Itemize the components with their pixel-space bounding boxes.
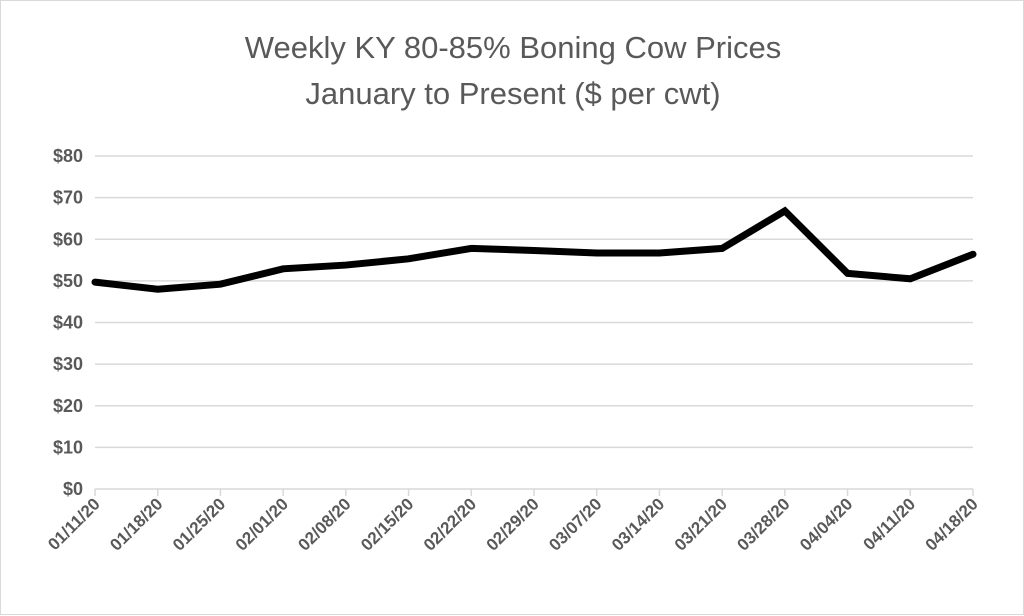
series-line bbox=[95, 211, 973, 289]
y-tick-label: $40 bbox=[53, 313, 83, 333]
x-tick-label: 03/07/20 bbox=[545, 494, 605, 554]
x-tick-label: 01/25/20 bbox=[169, 494, 229, 554]
x-tick-label: 03/21/20 bbox=[671, 494, 731, 554]
x-tick-label: 03/28/20 bbox=[733, 494, 793, 554]
x-tick-label: 04/04/20 bbox=[796, 494, 856, 554]
x-tick-label: 02/01/20 bbox=[232, 494, 292, 554]
x-tick-label: 04/18/20 bbox=[922, 494, 982, 554]
y-tick-label: $50 bbox=[53, 271, 83, 291]
x-tick-label: 01/18/20 bbox=[106, 494, 166, 554]
x-tick-label: 02/29/20 bbox=[483, 494, 543, 554]
chart-subtitle: January to Present ($ per cwt) bbox=[305, 76, 720, 111]
y-tick-label: $80 bbox=[53, 146, 83, 166]
chart-title: Weekly KY 80-85% Boning Cow Prices bbox=[245, 30, 781, 65]
x-tick-label: 03/14/20 bbox=[608, 494, 668, 554]
y-tick-label: $20 bbox=[53, 396, 83, 416]
x-tick-label: 02/22/20 bbox=[420, 494, 480, 554]
x-tick-label: 01/11/20 bbox=[44, 494, 104, 554]
y-tick-label: $70 bbox=[53, 188, 83, 208]
x-tick-label: 04/11/20 bbox=[860, 494, 920, 554]
y-tick-label: $0 bbox=[63, 479, 83, 499]
y-tick-label: $10 bbox=[53, 437, 83, 457]
y-tick-label: $60 bbox=[53, 229, 83, 249]
x-tick-label: 02/15/20 bbox=[357, 494, 417, 554]
x-tick-label: 02/08/20 bbox=[294, 494, 354, 554]
y-tick-label: $30 bbox=[53, 354, 83, 374]
